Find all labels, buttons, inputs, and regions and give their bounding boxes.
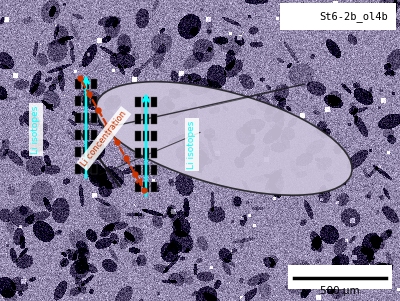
- Bar: [83, 130, 89, 140]
- Bar: [151, 165, 157, 175]
- Bar: [91, 96, 97, 106]
- Bar: [75, 79, 81, 89]
- Text: Li isotopes: Li isotopes: [32, 105, 40, 154]
- Bar: [91, 147, 97, 157]
- Bar: [75, 130, 81, 140]
- Bar: [135, 165, 141, 175]
- Bar: [83, 96, 89, 106]
- Bar: [75, 147, 81, 157]
- Bar: [135, 97, 141, 107]
- Bar: [151, 114, 157, 124]
- Bar: [135, 148, 141, 158]
- Bar: [83, 147, 89, 157]
- Bar: [143, 182, 149, 192]
- Bar: [75, 96, 81, 106]
- Bar: [135, 131, 141, 141]
- Text: St6-2b_ol4b: St6-2b_ol4b: [319, 11, 388, 22]
- Bar: [83, 79, 89, 89]
- Text: Li isotopes: Li isotopes: [188, 120, 196, 169]
- Bar: [75, 113, 81, 123]
- Bar: [83, 113, 89, 123]
- Bar: [143, 97, 149, 107]
- Bar: [151, 131, 157, 141]
- Bar: [151, 148, 157, 158]
- Bar: [91, 163, 97, 174]
- Bar: [143, 165, 149, 175]
- Bar: [135, 182, 141, 192]
- Bar: [91, 113, 97, 123]
- Bar: [75, 163, 81, 174]
- Bar: [288, 265, 392, 289]
- Bar: [151, 182, 157, 192]
- Bar: [151, 97, 157, 107]
- Bar: [143, 114, 149, 124]
- Bar: [280, 3, 396, 30]
- Ellipse shape: [96, 82, 352, 195]
- Bar: [143, 148, 149, 158]
- Bar: [143, 131, 149, 141]
- Bar: [91, 130, 97, 140]
- Bar: [83, 163, 89, 174]
- Text: 500 μm: 500 μm: [320, 286, 360, 296]
- Text: Li concentration: Li concentration: [80, 109, 128, 168]
- Bar: [91, 79, 97, 89]
- Bar: [135, 114, 141, 124]
